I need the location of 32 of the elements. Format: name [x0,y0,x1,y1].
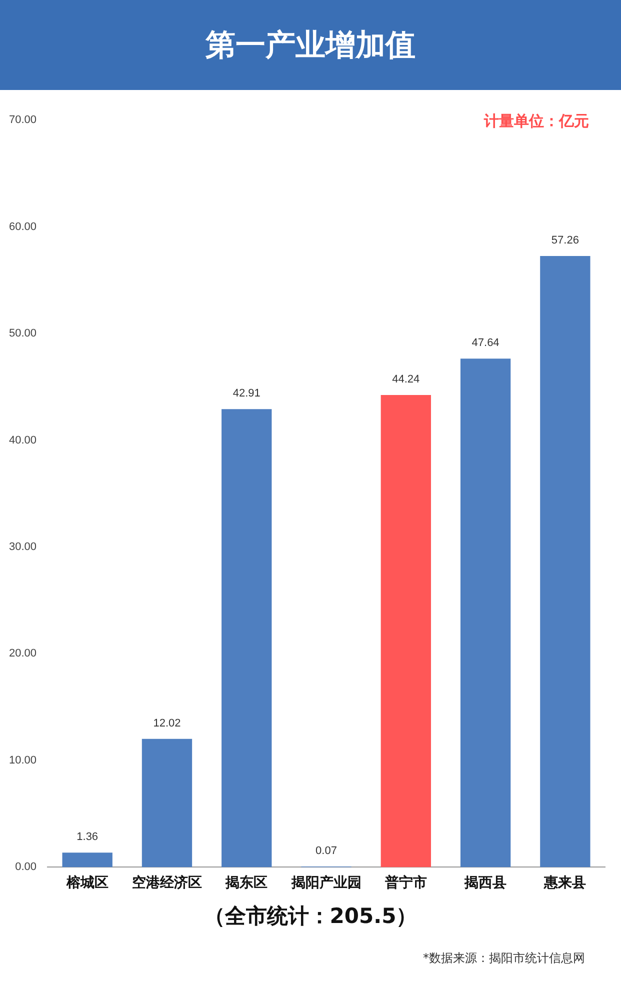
y-tick-label: 70.00 [8,114,37,126]
x-tick-label: 揭西县 [464,875,507,892]
bar [222,409,272,868]
bar [460,358,511,868]
y-tick-label: 40.00 [8,434,37,446]
text: （全市统计：205.5） [202,903,418,930]
x-tick-label: 揭东区 [224,874,268,892]
y-tick-label: 10.00 [8,754,37,766]
x-tick-label: 榕城区 [65,874,108,892]
data-label: 1.36 [76,831,98,844]
data-label: 0.07 [316,844,337,857]
data-label: 12.02 [153,717,181,730]
bar [62,852,112,868]
data-label: 44.24 [392,374,420,386]
x-tick-label: 普宁市 [384,874,427,892]
bar [142,738,192,868]
x-tick-label: 空港经济区 [132,874,202,892]
bar [540,256,590,868]
y-tick-label: 0.00 [15,861,37,874]
x-tick-label: 揭阳产业园 [290,874,362,892]
x-tick-label: 惠来县 [543,875,586,892]
bar [380,394,431,868]
text: *数据来源：揭阳市统计信息网 [423,950,585,967]
data-label: 42.91 [232,388,260,400]
y-tick-label: 20.00 [8,648,37,660]
y-tick-label: 50.00 [8,328,37,340]
y-tick-label: 30.00 [8,541,37,554]
annotation: 计量单位：亿元 [484,112,589,131]
chart-title: 第一产业增加值 [0,0,621,90]
data-label: 47.64 [472,337,500,350]
data-label: 57.26 [551,234,579,247]
y-tick-label: 60.00 [8,220,37,233]
